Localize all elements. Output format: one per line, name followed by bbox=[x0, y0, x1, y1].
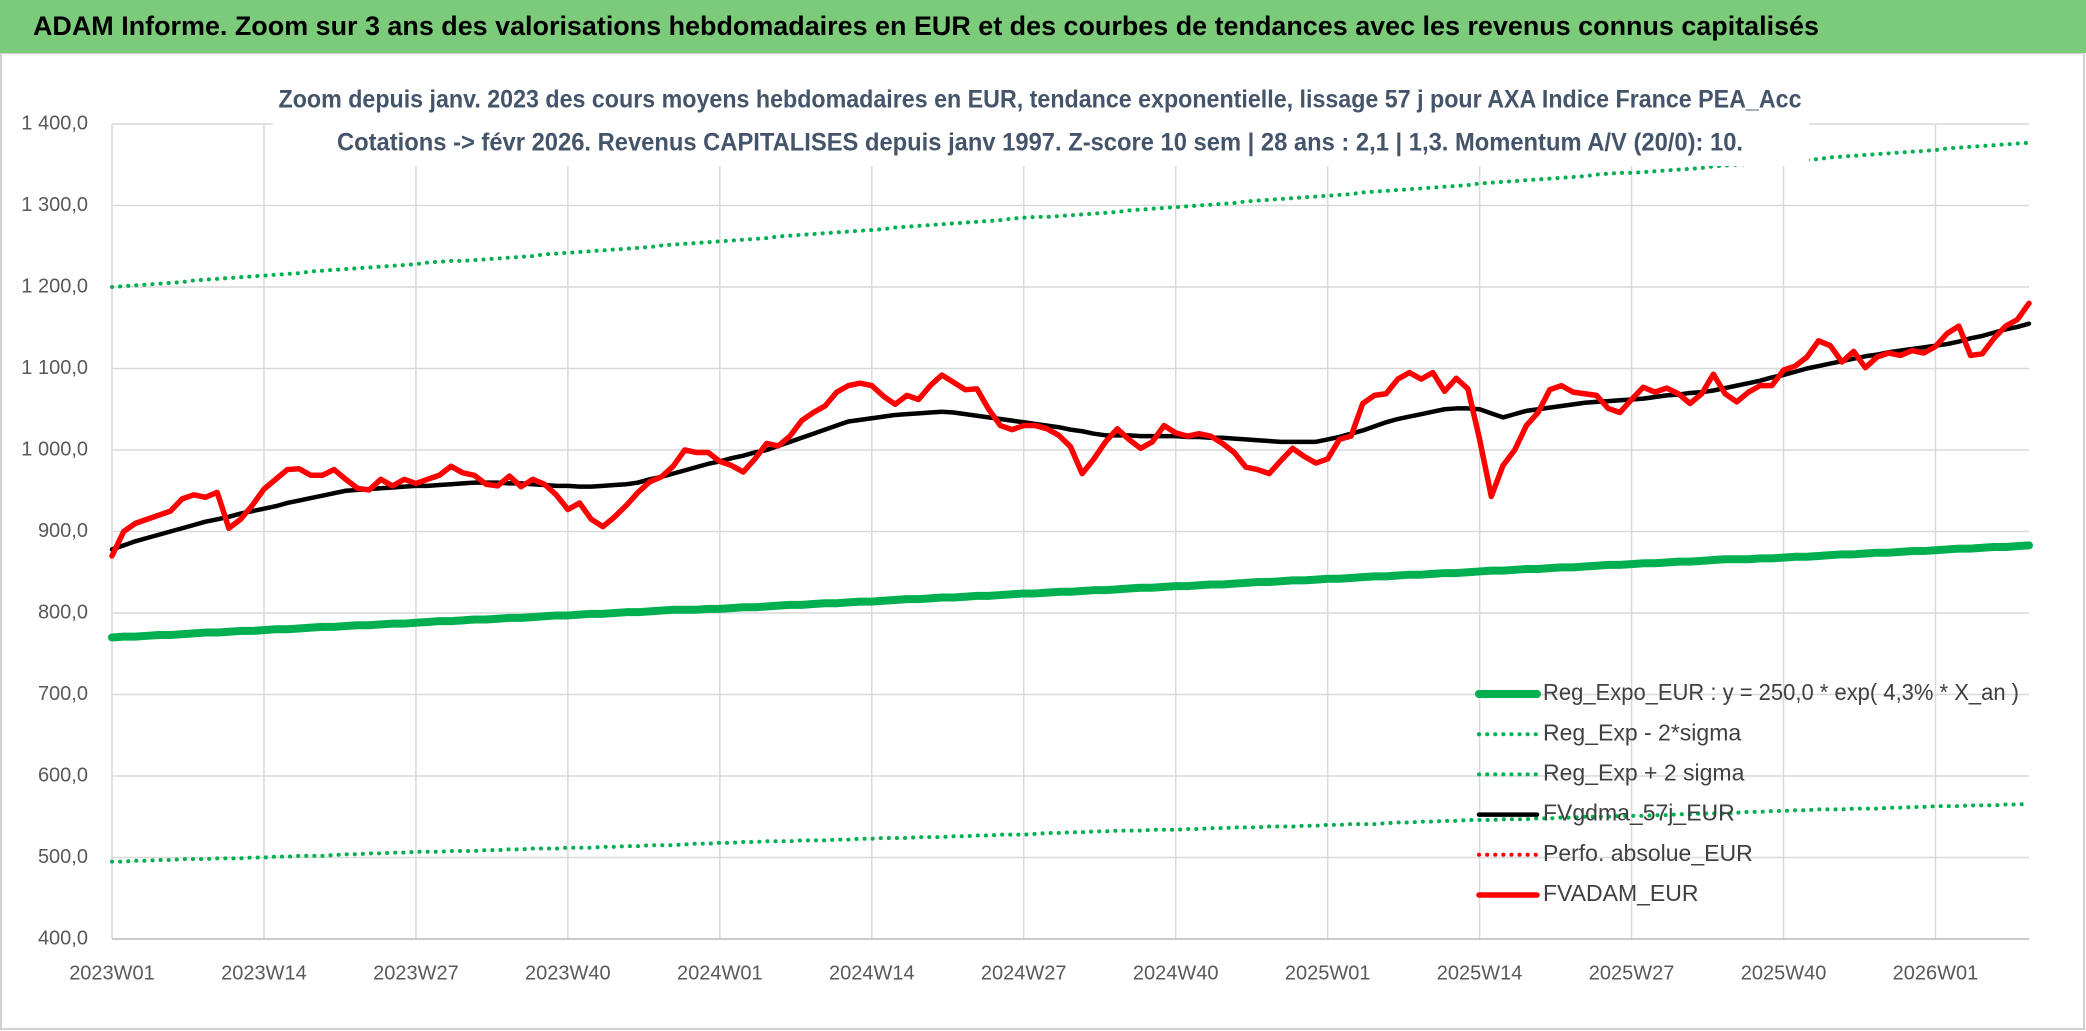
subtitle: Zoom depuis janv. 2023 des cours moyens … bbox=[279, 86, 1802, 114]
axes: 400,0 500,0 600,0 700,0 800,0 900,0 1 000,0 1 1… bbox=[21, 112, 1978, 984]
y-tick-label: 1 400,0 bbox=[21, 112, 88, 134]
y-tick-label: 1 300,0 bbox=[21, 194, 88, 216]
subtitle-box bbox=[273, 80, 1809, 166]
x-tick-label: 2024W27 bbox=[981, 962, 1067, 984]
legend-label: Reg_Exp - 2*sigma bbox=[1543, 719, 1741, 745]
x-tick-label: 2024W14 bbox=[829, 962, 915, 984]
x-tick-label: 2025W14 bbox=[1437, 962, 1523, 984]
series-line bbox=[108, 541, 2033, 642]
chart-frame bbox=[0, 52, 2085, 1030]
x-tick-label: 2023W27 bbox=[373, 962, 459, 984]
x-tick-label: 2023W14 bbox=[221, 962, 307, 984]
chart-title: ADAM Informe. Zoom sur 3 ans des valoris… bbox=[33, 11, 1819, 41]
subtitle: Cotations -> févr 2026. Revenus CAPITALI… bbox=[337, 129, 1743, 157]
y-tick-label: 800,0 bbox=[38, 601, 88, 623]
x-tick-label: 2023W01 bbox=[69, 962, 155, 984]
legend-label: Reg_Expo_EUR : y = 250,0 * exp( 4,3% * X… bbox=[1543, 679, 2019, 705]
y-tick-label: 400,0 bbox=[38, 927, 88, 949]
series-line bbox=[109, 300, 2032, 559]
y-tick-label: 900,0 bbox=[38, 520, 88, 542]
y-tick-label: 1 100,0 bbox=[21, 357, 88, 379]
series-line bbox=[109, 321, 2032, 552]
x-tick-label: 2025W01 bbox=[1285, 962, 1371, 984]
legend-label: Reg_Exp + 2 sigma bbox=[1543, 759, 1745, 785]
legend-label: Perfo. absolue_EUR bbox=[1543, 840, 1753, 866]
plot-lines bbox=[108, 140, 2033, 864]
y-tick-label: 1 000,0 bbox=[21, 438, 88, 460]
x-tick-label: 2026W01 bbox=[1893, 962, 1979, 984]
x-tick-label: 2023W40 bbox=[525, 962, 611, 984]
x-tick-label: 2024W01 bbox=[677, 962, 763, 984]
y-tick-label: 1 200,0 bbox=[21, 275, 88, 297]
series-line bbox=[110, 140, 2031, 289]
x-tick-label: 2025W40 bbox=[1741, 962, 1827, 984]
y-tick-label: 500,0 bbox=[38, 846, 88, 868]
x-tick-label: 2025W27 bbox=[1589, 962, 1675, 984]
y-tick-label: 700,0 bbox=[38, 683, 88, 705]
legend-label: FVgdma_57j_EUR bbox=[1543, 800, 1735, 826]
legend: Reg_Expo_EUR : y = 250,0 * exp( 4,3% * X… bbox=[1475, 679, 2019, 906]
x-tick-label: 2024W40 bbox=[1133, 962, 1219, 984]
legend-label: FVADAM_EUR bbox=[1543, 880, 1699, 906]
title-banner bbox=[0, 0, 2086, 53]
y-tick-label: 600,0 bbox=[38, 764, 88, 786]
